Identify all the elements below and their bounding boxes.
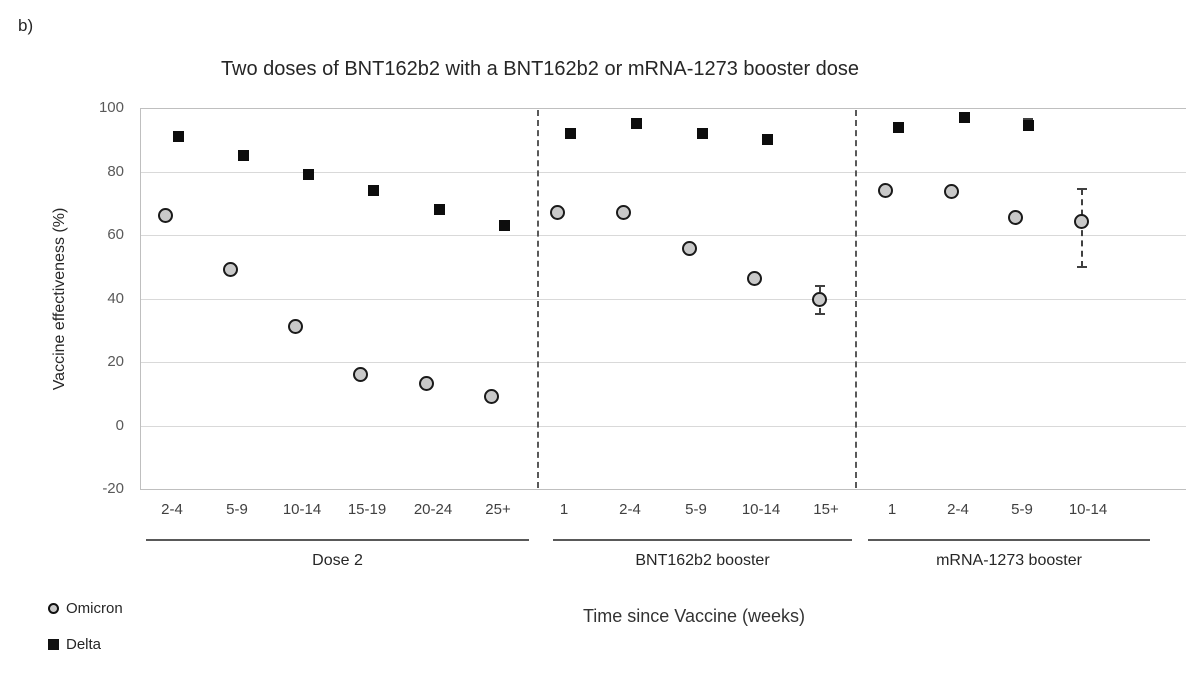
omicron-circle-icon: [48, 602, 59, 614]
data-point-omicron: [1074, 214, 1089, 230]
x-tick-label: 1: [887, 501, 897, 518]
figure-panel-label: b): [18, 16, 34, 35]
data-point-omicron: [878, 182, 893, 198]
data-point-omicron: [682, 241, 697, 257]
data-point-omicron: [288, 319, 303, 335]
data-point-omicron: [223, 261, 238, 277]
group-label: Dose 2: [312, 552, 363, 569]
x-tick-label: 2-4: [947, 501, 969, 518]
legend: Omicron Delta: [48, 598, 123, 670]
gridline-y-60: [140, 235, 1186, 236]
data-point-omicron: [484, 388, 499, 404]
group-underline: [868, 539, 1150, 541]
x-tick-label: 20-24: [413, 501, 453, 518]
data-point-omicron: [812, 292, 827, 308]
y-tick-label: 40: [107, 289, 124, 307]
data-point-omicron: [747, 271, 762, 287]
data-point-omicron: [944, 184, 959, 200]
y-tick-label: -20: [102, 480, 124, 497]
data-point-omicron: [158, 207, 173, 223]
chart-title: Two doses of BNT162b2 with a BNT162b2 or…: [220, 58, 860, 80]
y-tick-label: 100: [98, 99, 124, 116]
data-point-omicron: [1008, 209, 1023, 225]
error-bar-cap-top: [1023, 118, 1033, 121]
data-point-delta: [172, 131, 184, 143]
x-tick-label: 5-9: [1011, 501, 1033, 518]
group-label: mRNA-1273 booster: [936, 552, 1082, 569]
data-point-omicron: [616, 204, 631, 220]
x-tick-label: 2-4: [161, 501, 183, 518]
gridline-y-80: [140, 171, 1186, 173]
x-tick-label: 25+: [485, 501, 511, 518]
x-tick-label: 10-14: [741, 501, 781, 518]
x-tick-label: 1: [559, 501, 569, 518]
x-tick-label: 5-9: [226, 501, 248, 518]
gridline-y-20: [140, 362, 1186, 363]
gridline-y-100: [140, 108, 1186, 109]
data-point-delta: [958, 112, 970, 124]
data-point-delta: [302, 169, 314, 181]
data-point-delta: [237, 150, 249, 162]
error-bar-cap-top: [1077, 187, 1087, 190]
error-bar-cap-bottom: [1077, 265, 1087, 268]
y-tick-label: 80: [107, 162, 124, 180]
error-bar-cap-top: [815, 284, 825, 287]
gridline-y-0: [140, 425, 1186, 427]
data-point-delta: [1022, 119, 1034, 131]
group-label: BNT162b2 booster: [635, 552, 770, 569]
group-separator-1: [537, 110, 539, 488]
data-point-delta: [498, 219, 510, 231]
x-tick-label: 5-9: [685, 501, 707, 518]
data-point-delta: [630, 118, 642, 130]
legend-label-delta: Delta: [66, 635, 102, 653]
data-point-delta: [433, 204, 445, 216]
group-separator-2: [855, 110, 857, 488]
x-tick-label: 15+: [813, 501, 839, 518]
gridline-y--20: [140, 489, 1186, 490]
x-axis-title: Time since Vaccine (weeks): [582, 606, 806, 626]
legend-item-delta: Delta: [48, 634, 123, 654]
delta-square-icon: [48, 638, 59, 650]
gridline-y-40: [140, 298, 1186, 300]
data-point-delta: [367, 185, 379, 197]
data-point-omicron: [353, 366, 368, 382]
y-tick-label: 20: [107, 353, 124, 370]
y-axis-line: [140, 108, 141, 489]
x-tick-label: 2-4: [619, 501, 641, 518]
data-point-omicron: [419, 376, 434, 392]
legend-label-omicron: Omicron: [66, 599, 123, 617]
x-tick-label: 10-14: [282, 501, 322, 518]
y-tick-label: 60: [107, 226, 124, 243]
data-point-delta: [696, 127, 708, 139]
group-underline: [146, 539, 529, 541]
data-point-delta: [892, 121, 904, 133]
x-tick-label: 15-19: [347, 501, 387, 518]
legend-item-omicron: Omicron: [48, 598, 123, 618]
group-underline: [553, 539, 852, 541]
error-bar-cap-bottom: [815, 313, 825, 316]
data-point-delta: [761, 134, 773, 146]
x-tick-label: 10-14: [1068, 501, 1108, 518]
y-tick-label: 0: [115, 416, 124, 434]
data-point-delta: [564, 127, 576, 139]
data-point-omicron: [550, 204, 565, 220]
